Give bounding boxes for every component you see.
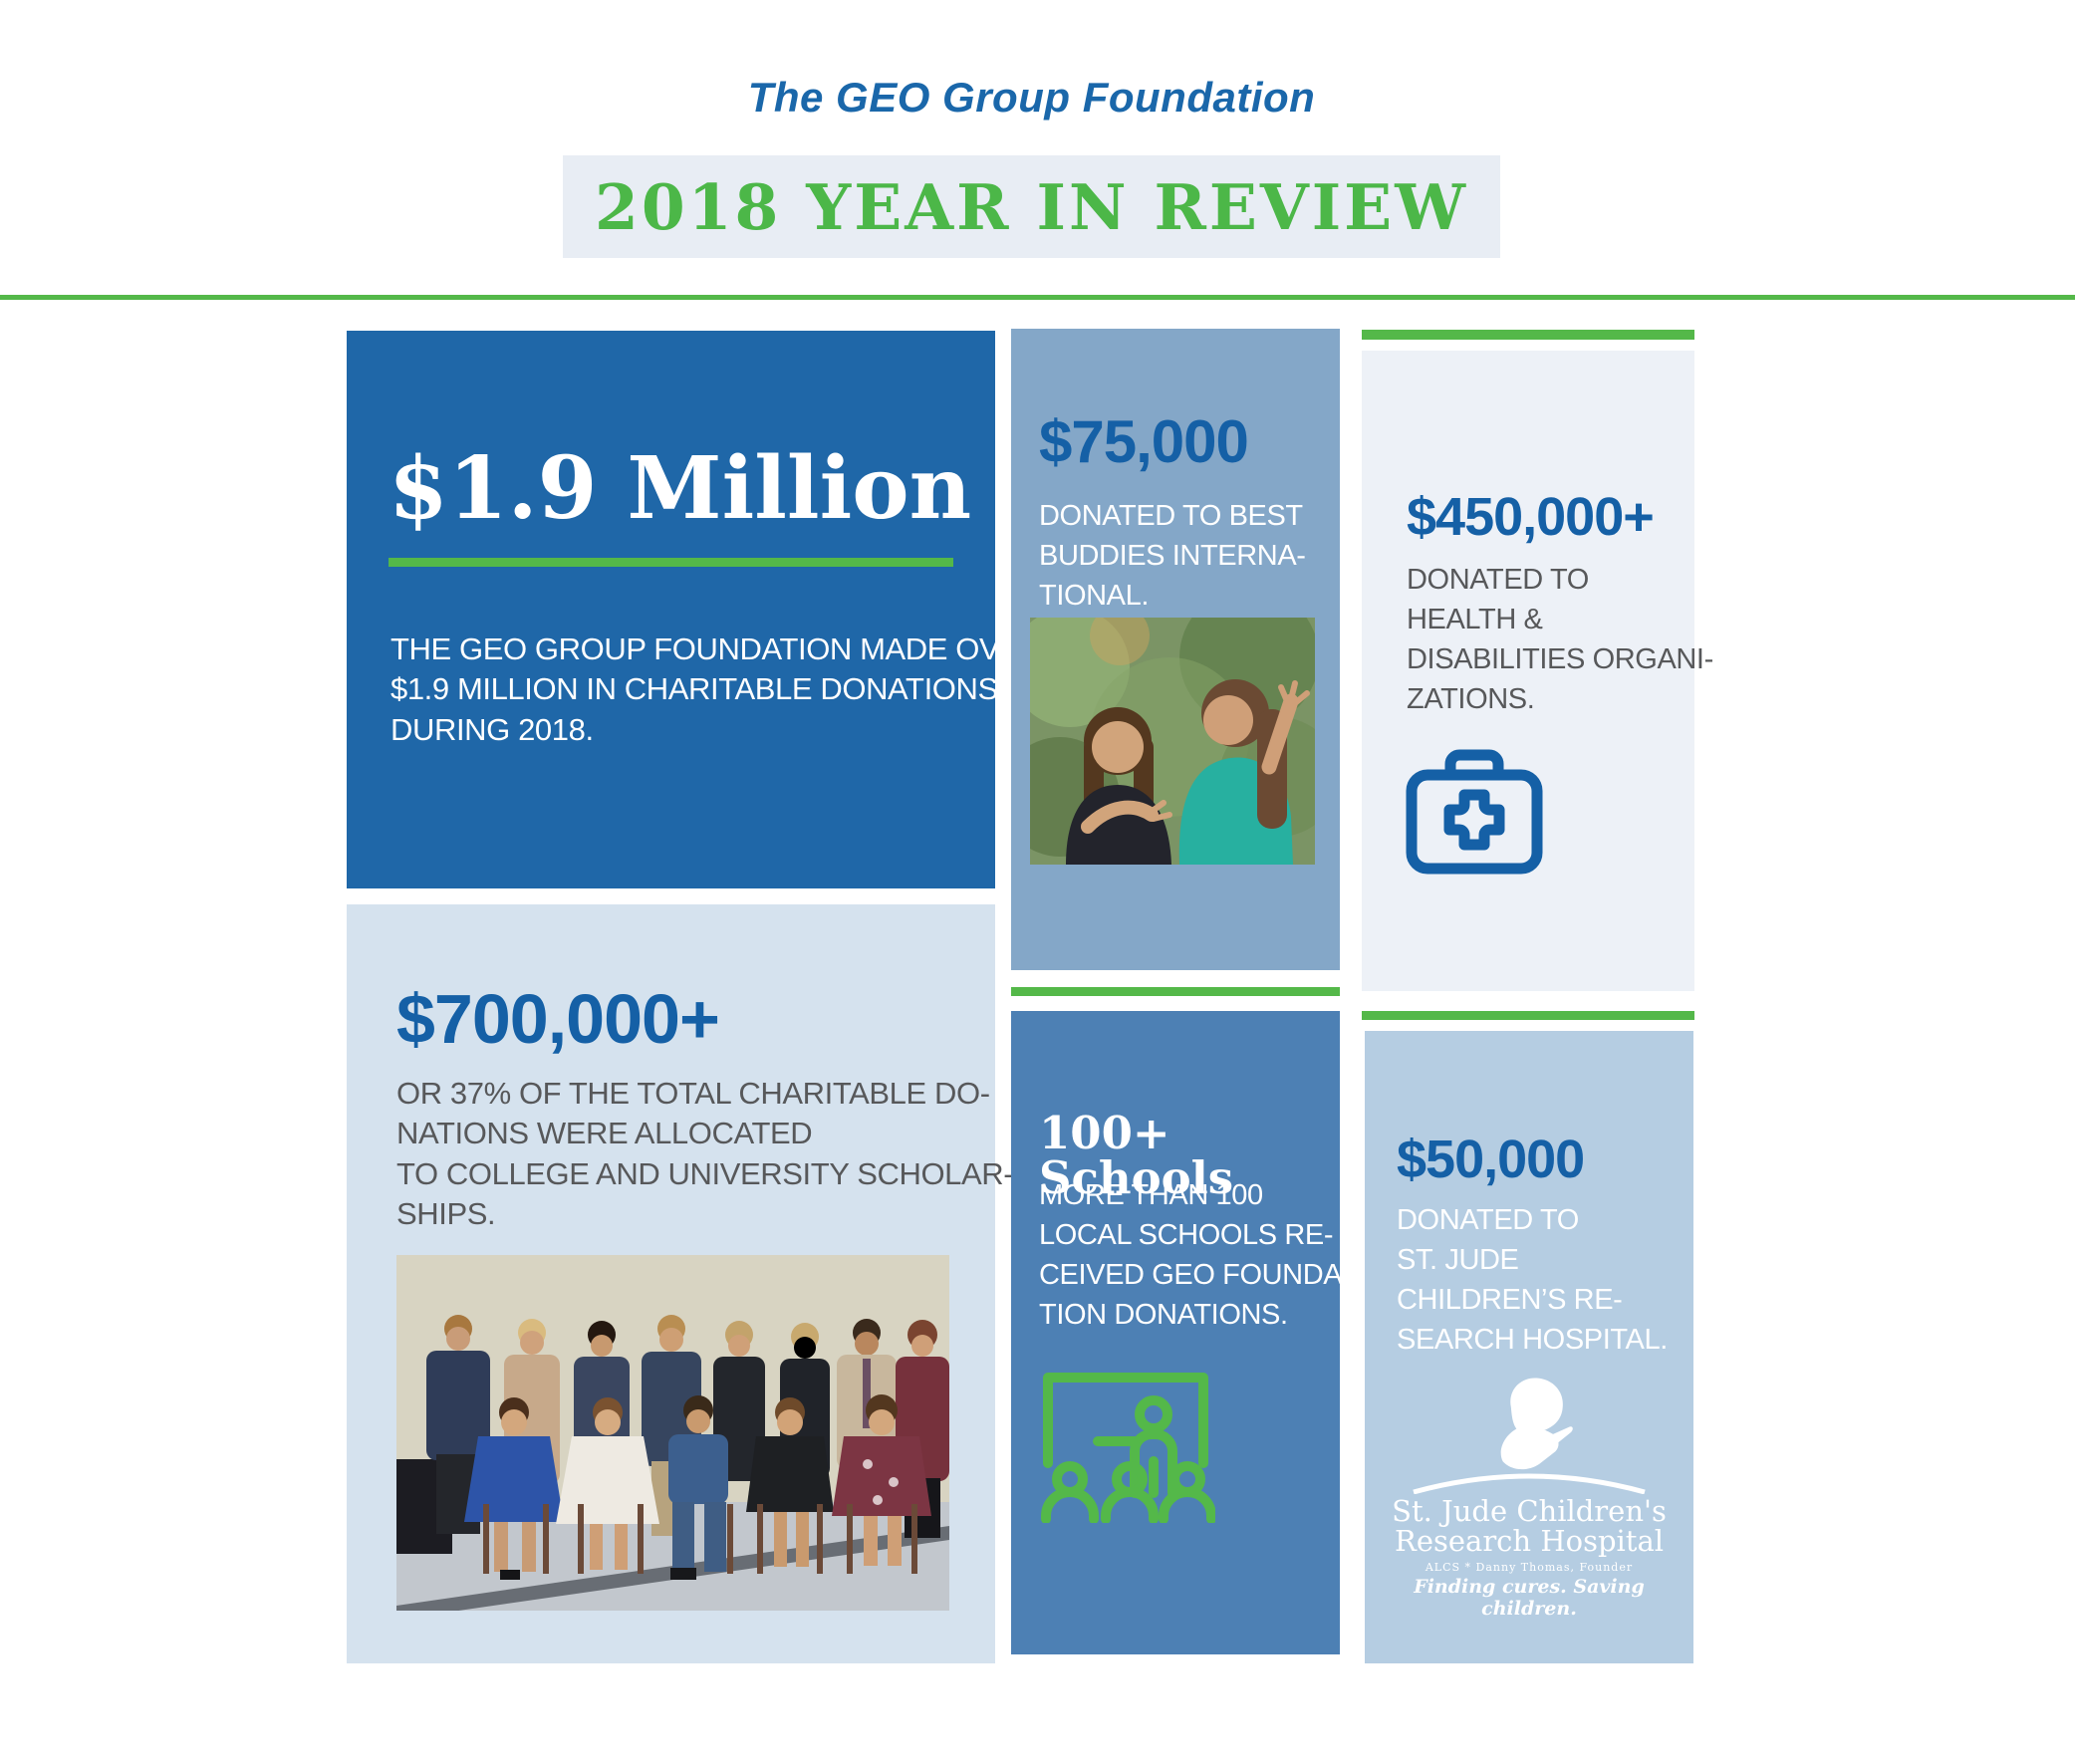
chairs: [483, 1504, 917, 1574]
best-buddies-amount: $75,000: [1039, 408, 1249, 475]
banner-title: 2018 YEAR IN REVIEW: [595, 169, 1468, 244]
person-figure: [1178, 679, 1310, 865]
card-total-donations: $1.9 Million THE GEO GROUP FOUNDATION MA…: [347, 331, 1042, 888]
health-description: DONATED TO HEALTH & DISABILITIES ORGANI-…: [1407, 564, 1713, 716]
classroom-presentation-icon: [1041, 1373, 1215, 1523]
schools-count: 100+ Schools: [1039, 1107, 1234, 1204]
praying-child-icon: [1500, 1378, 1573, 1470]
st-jude-logo-founder-line: ALCS * Danny Thomas, Founder: [1425, 1560, 1634, 1574]
person-figure: [668, 1395, 728, 1580]
st-jude-logo: St. Jude Children's Research Hospital AL…: [1380, 1375, 1679, 1620]
scholarship-group-photo: [396, 1255, 949, 1611]
schools-description: MORE THAN 100 LOCAL SCHOOLS RE- CEIVED G…: [1039, 1179, 1352, 1332]
separator-bar: [1362, 1011, 1694, 1020]
best-buddies-photo: [1030, 618, 1315, 865]
person-figure: [464, 1397, 564, 1580]
st-jude-description: DONATED TO ST. JUDE CHILDREN’S RE- SEARC…: [1397, 1204, 1668, 1357]
card-schools: 100+ Schools MORE THAN 100 LOCAL SCHOOLS…: [1011, 1011, 1352, 1654]
header-divider-line: [0, 295, 2075, 300]
person-figure: [556, 1397, 659, 1570]
scholarships-amount: $700,000+: [396, 980, 720, 1058]
st-jude-logo-tagline: Finding cures. Saving children.: [1414, 1575, 1645, 1620]
separator-bar: [1362, 330, 1694, 340]
logo-arc: [1413, 1473, 1646, 1494]
card-st-jude: $50,000 DONATED TO ST. JUDE CHILDREN’S R…: [1365, 1031, 1693, 1663]
green-underline: [389, 558, 953, 567]
person-figure: [746, 1397, 834, 1567]
total-donations-amount: $1.9 Million: [389, 438, 972, 539]
scholarships-description: OR 37% OF THE TOTAL CHARITABLE DO- NATIO…: [396, 1076, 1014, 1231]
separator-bar: [1011, 987, 1340, 996]
card-scholarships: $700,000+ OR 37% OF THE TOTAL CHARITABLE…: [347, 904, 1014, 1663]
card-health-disabilities: $450,000+ DONATED TO HEALTH & DISABILITI…: [1362, 351, 1713, 991]
best-buddies-description: DONATED TO BEST BUDDIES INTERNA- TIONAL.: [1039, 500, 1306, 613]
st-jude-logo-name-line2: Research Hospital: [1394, 1524, 1665, 1559]
health-amount: $450,000+: [1407, 487, 1655, 547]
person-figure: [1066, 707, 1172, 865]
person-figure: [832, 1394, 931, 1566]
first-aid-kit-icon: [1406, 749, 1543, 875]
person-figure: [426, 1315, 490, 1534]
st-jude-logo-name-line1: St. Jude Children's: [1392, 1494, 1667, 1528]
year-in-review-banner: 2018 YEAR IN REVIEW: [563, 155, 1500, 258]
foundation-name: The GEO Group Foundation: [747, 74, 1316, 121]
total-donations-description: THE GEO GROUP FOUNDATION MADE OVER $1.9 …: [390, 631, 1042, 747]
card-best-buddies: $75,000 DONATED TO BEST BUDDIES INTERNA-…: [1011, 329, 1340, 970]
st-jude-amount: $50,000: [1397, 1130, 1585, 1189]
